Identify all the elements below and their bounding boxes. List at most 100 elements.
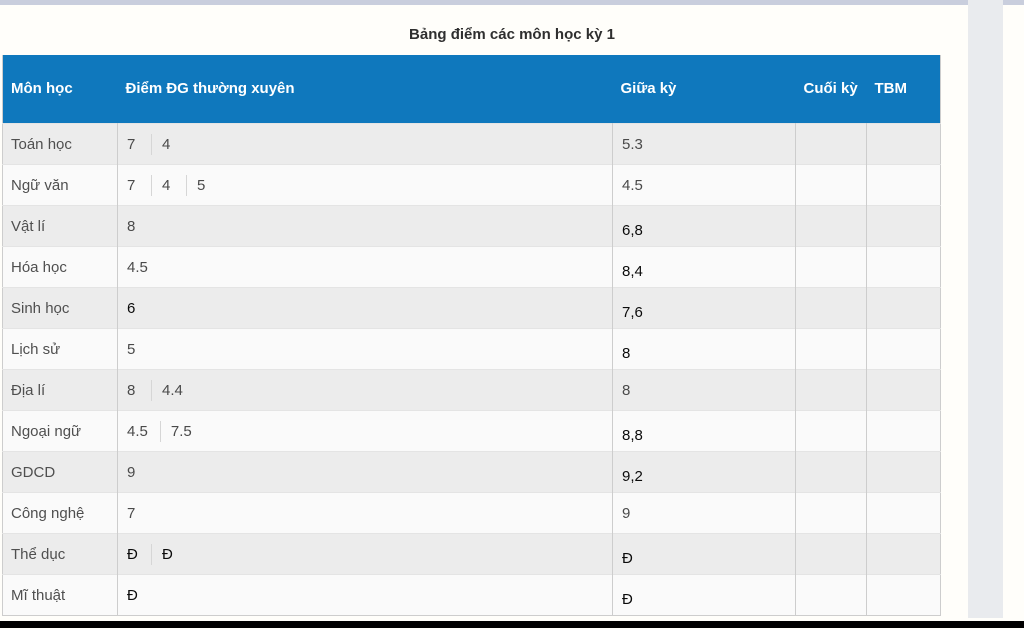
tbm-cell[interactable] (866, 451, 941, 493)
midterm-score[interactable]: 8,8 (622, 426, 643, 444)
midterm-score-cell[interactable]: 7,6 (612, 287, 796, 329)
regular-score[interactable]: 7.5 (159, 420, 204, 442)
final-score-cell[interactable] (795, 205, 867, 247)
regular-score[interactable]: 4.5 (127, 258, 148, 276)
tbm-cell[interactable] (866, 123, 941, 165)
final-score-cell[interactable] (795, 492, 867, 534)
table-row: Toán học 7 4 5.3 (2, 123, 941, 165)
tbm-cell[interactable] (866, 328, 941, 370)
final-score-cell[interactable] (795, 410, 867, 452)
regular-score[interactable]: 7 (127, 504, 136, 522)
header-row: Môn học Điểm ĐG thường xuyên Giữa kỳ Cuố… (2, 55, 941, 124)
regular-score[interactable]: 8 (127, 381, 136, 399)
midterm-score-cell[interactable]: 8,4 (612, 246, 796, 288)
midterm-score[interactable]: 5.3 (622, 135, 643, 153)
tbm-cell[interactable] (866, 410, 941, 452)
subject-cell: Ngoại ngữ (2, 410, 118, 452)
tbm-cell[interactable] (866, 492, 941, 534)
regular-score[interactable]: 5 (127, 340, 136, 358)
regular-score[interactable]: 8 (127, 217, 136, 235)
col-header-subject: Môn học (2, 55, 118, 124)
table-row: Lịch sử 5 8 (2, 328, 941, 370)
midterm-score[interactable]: Đ (622, 590, 633, 608)
midterm-score-cell[interactable]: 5.3 (612, 123, 796, 165)
regular-scores-cell[interactable]: 8 4.4 (117, 369, 613, 411)
regular-scores-cell[interactable]: Đ (117, 574, 613, 616)
col-header-tbm: TBM (866, 55, 941, 124)
table-row: Mĩ thuật Đ Đ (2, 574, 941, 616)
final-score-cell[interactable] (795, 451, 867, 493)
subject-cell: Địa lí (2, 369, 118, 411)
regular-scores-cell[interactable]: 6 (117, 287, 613, 329)
table-row: Sinh học 6 7,6 (2, 287, 941, 329)
subject-cell: Mĩ thuật (2, 574, 118, 616)
regular-score[interactable]: 9 (127, 463, 136, 481)
subject-cell: Công nghệ (2, 492, 118, 534)
subject-cell: GDCD (2, 451, 118, 493)
midterm-score-cell[interactable]: 8 (612, 369, 796, 411)
final-score-cell[interactable] (795, 328, 867, 370)
final-score-cell[interactable] (795, 533, 867, 575)
regular-scores-cell[interactable]: 4.5 7.5 (117, 410, 613, 452)
regular-scores-cell[interactable]: 5 (117, 328, 613, 370)
midterm-score-cell[interactable]: 6,8 (612, 205, 796, 247)
final-score-cell[interactable] (795, 574, 867, 616)
midterm-score[interactable]: 8 (622, 344, 631, 362)
regular-score[interactable]: Đ (151, 543, 186, 565)
regular-scores-cell[interactable]: 9 (117, 451, 613, 493)
subject-cell: Toán học (2, 123, 118, 165)
subject-cell: Lịch sử (2, 328, 118, 370)
regular-score[interactable]: 4 (151, 133, 186, 155)
table-row: GDCD 9 9,2 (2, 451, 941, 493)
table-row: Ngữ văn 7 4 5 4.5 (2, 164, 941, 206)
table-row: Công nghệ 7 9 (2, 492, 941, 534)
tbm-cell[interactable] (866, 369, 941, 411)
tbm-cell[interactable] (866, 246, 941, 288)
midterm-score-cell[interactable]: 4.5 (612, 164, 796, 206)
regular-score[interactable]: 4.5 (127, 422, 148, 440)
final-score-cell[interactable] (795, 287, 867, 329)
midterm-score[interactable]: 9 (622, 504, 631, 522)
midterm-score-cell[interactable]: Đ (612, 533, 796, 575)
midterm-score[interactable]: 8 (622, 381, 631, 399)
regular-score[interactable]: 7 (127, 135, 136, 153)
subject-cell: Ngữ văn (2, 164, 118, 206)
subject-cell: Hóa học (2, 246, 118, 288)
tbm-cell[interactable] (866, 574, 941, 616)
regular-score[interactable]: 6 (127, 299, 136, 317)
midterm-score-cell[interactable]: 9,2 (612, 451, 796, 493)
subject-cell: Vật lí (2, 205, 118, 247)
regular-score[interactable]: 5 (186, 174, 221, 196)
table-row: Vật lí 8 6,8 (2, 205, 941, 247)
midterm-score[interactable]: 8,4 (622, 262, 643, 280)
final-score-cell[interactable] (795, 246, 867, 288)
regular-scores-cell[interactable]: 4.5 (117, 246, 613, 288)
midterm-score-cell[interactable]: 8 (612, 328, 796, 370)
regular-scores-cell[interactable]: 8 (117, 205, 613, 247)
regular-score[interactable]: Đ (127, 545, 138, 563)
midterm-score-cell[interactable]: 9 (612, 492, 796, 534)
tbm-cell[interactable] (866, 287, 941, 329)
midterm-score-cell[interactable]: Đ (612, 574, 796, 616)
final-score-cell[interactable] (795, 164, 867, 206)
tbm-cell[interactable] (866, 205, 941, 247)
midterm-score[interactable]: 7,6 (622, 303, 643, 321)
final-score-cell[interactable] (795, 369, 867, 411)
regular-score[interactable]: 4.4 (151, 379, 195, 401)
midterm-score[interactable]: 9,2 (622, 467, 643, 485)
midterm-score[interactable]: Đ (622, 549, 633, 567)
regular-score[interactable]: 4 (151, 174, 186, 196)
regular-score[interactable]: Đ (127, 586, 138, 604)
midterm-score[interactable]: 6,8 (622, 221, 643, 239)
midterm-score-cell[interactable]: 8,8 (612, 410, 796, 452)
regular-score[interactable]: 7 (127, 176, 136, 194)
final-score-cell[interactable] (795, 123, 867, 165)
regular-scores-cell[interactable]: 7 (117, 492, 613, 534)
tbm-cell[interactable] (866, 533, 941, 575)
tbm-cell[interactable] (866, 164, 941, 206)
right-scrollbar-track[interactable] (968, 0, 1003, 618)
midterm-score[interactable]: 4.5 (622, 176, 643, 194)
